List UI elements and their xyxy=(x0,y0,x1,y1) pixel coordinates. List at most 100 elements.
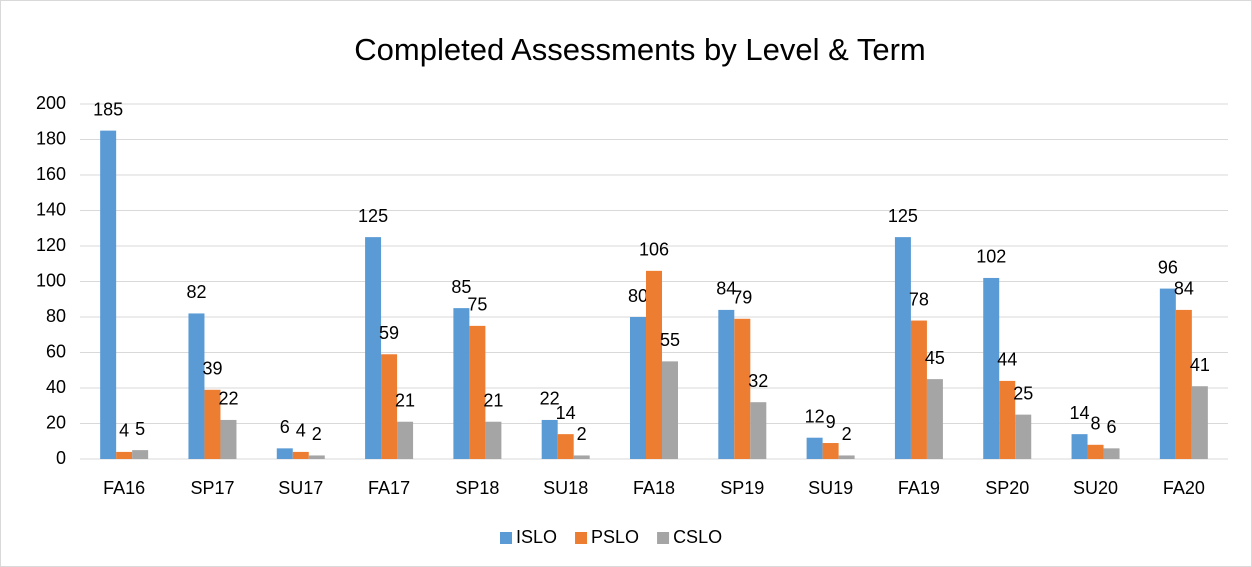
bar xyxy=(894,237,911,459)
data-label: 75 xyxy=(467,295,487,315)
bar xyxy=(541,419,558,459)
data-label: 9 xyxy=(826,412,836,432)
data-label: 2 xyxy=(312,424,322,444)
data-label: 96 xyxy=(1158,257,1178,277)
bar xyxy=(1159,288,1176,459)
bar xyxy=(453,308,470,459)
bar xyxy=(1071,434,1088,459)
bar xyxy=(822,443,839,459)
y-tick-label: 60 xyxy=(46,341,66,361)
x-tick-label: SU19 xyxy=(808,478,853,498)
bar xyxy=(734,318,751,459)
bar xyxy=(630,317,646,459)
data-label: 44 xyxy=(997,350,1017,370)
bar xyxy=(397,421,414,459)
x-tick-label: SU18 xyxy=(543,478,588,498)
bar xyxy=(557,434,574,459)
bar xyxy=(806,437,823,459)
bar xyxy=(204,389,221,459)
x-tick-label: FA20 xyxy=(1163,478,1205,498)
data-label: 85 xyxy=(451,277,471,297)
bar xyxy=(999,380,1016,459)
data-label: 84 xyxy=(716,279,736,299)
data-label: 59 xyxy=(379,323,399,343)
bar xyxy=(1175,309,1192,459)
y-tick-label: 40 xyxy=(46,377,66,397)
bar xyxy=(573,455,590,459)
bar xyxy=(276,448,293,459)
bar xyxy=(308,455,325,459)
data-label: 125 xyxy=(358,206,388,226)
data-label: 55 xyxy=(660,330,680,350)
bar xyxy=(838,455,855,459)
y-tick-label: 120 xyxy=(36,235,66,255)
data-label: 41 xyxy=(1190,355,1210,375)
bar xyxy=(381,354,398,459)
x-tick-label: FA16 xyxy=(103,478,145,498)
data-label: 78 xyxy=(909,289,929,309)
data-label: 82 xyxy=(186,282,206,302)
x-tick-label: SP18 xyxy=(455,478,499,498)
data-label: 4 xyxy=(119,421,129,441)
data-label: 39 xyxy=(202,359,222,379)
data-label: 185 xyxy=(93,99,123,119)
bar xyxy=(188,313,205,459)
data-label: 2 xyxy=(577,424,587,444)
data-label: 125 xyxy=(888,206,918,226)
y-tick-label: 20 xyxy=(46,412,66,432)
bar xyxy=(718,309,735,459)
data-label: 102 xyxy=(976,247,1006,267)
bar xyxy=(100,130,117,459)
x-tick-label: FA19 xyxy=(898,478,940,498)
y-tick-label: 200 xyxy=(36,93,66,113)
y-tick-label: 80 xyxy=(46,306,66,326)
data-label: 14 xyxy=(1070,403,1090,423)
y-tick-label: 160 xyxy=(36,164,66,184)
bar xyxy=(469,325,486,459)
bar xyxy=(750,402,767,459)
legend-swatch xyxy=(575,532,588,544)
y-tick-label: 140 xyxy=(36,199,66,219)
bar xyxy=(910,320,927,459)
data-label: 6 xyxy=(1107,417,1117,437)
bar xyxy=(646,270,662,459)
bar xyxy=(1015,414,1032,459)
bar xyxy=(926,379,943,459)
bar xyxy=(132,450,149,459)
bar xyxy=(1191,386,1208,459)
x-tick-label: SP20 xyxy=(985,478,1029,498)
bar xyxy=(662,361,678,459)
x-tick-label: FA18 xyxy=(633,478,675,498)
data-label: 45 xyxy=(925,348,945,368)
chart-title: Completed Assessments by Level & Term xyxy=(354,32,925,67)
data-label: 14 xyxy=(556,403,576,423)
data-label: 79 xyxy=(732,288,752,308)
bar xyxy=(116,451,133,459)
bar xyxy=(1103,448,1120,459)
x-tick-label: SP17 xyxy=(190,478,234,498)
bar xyxy=(485,421,502,459)
data-label: 21 xyxy=(395,390,415,410)
bar xyxy=(1087,444,1104,459)
legend-label: ISLO xyxy=(516,527,557,547)
bar xyxy=(365,237,382,459)
legend-label: CSLO xyxy=(673,527,722,547)
x-tick-label: SU20 xyxy=(1073,478,1118,498)
legend-label: PSLO xyxy=(591,527,639,547)
legend-swatch xyxy=(500,532,512,544)
x-tick-label: SP19 xyxy=(720,478,764,498)
data-label: 6 xyxy=(280,417,290,437)
y-tick-label: 180 xyxy=(36,128,66,148)
data-label: 80 xyxy=(628,286,648,306)
data-label: 2 xyxy=(842,424,852,444)
x-tick-label: FA17 xyxy=(368,478,410,498)
data-label: 22 xyxy=(540,389,560,409)
legend-swatch xyxy=(657,532,670,544)
y-tick-label: 100 xyxy=(36,270,66,290)
data-label: 8 xyxy=(1091,414,1101,434)
bar xyxy=(292,451,309,459)
bar xyxy=(220,419,237,459)
data-label: 84 xyxy=(1174,279,1194,299)
data-label: 5 xyxy=(135,419,145,439)
